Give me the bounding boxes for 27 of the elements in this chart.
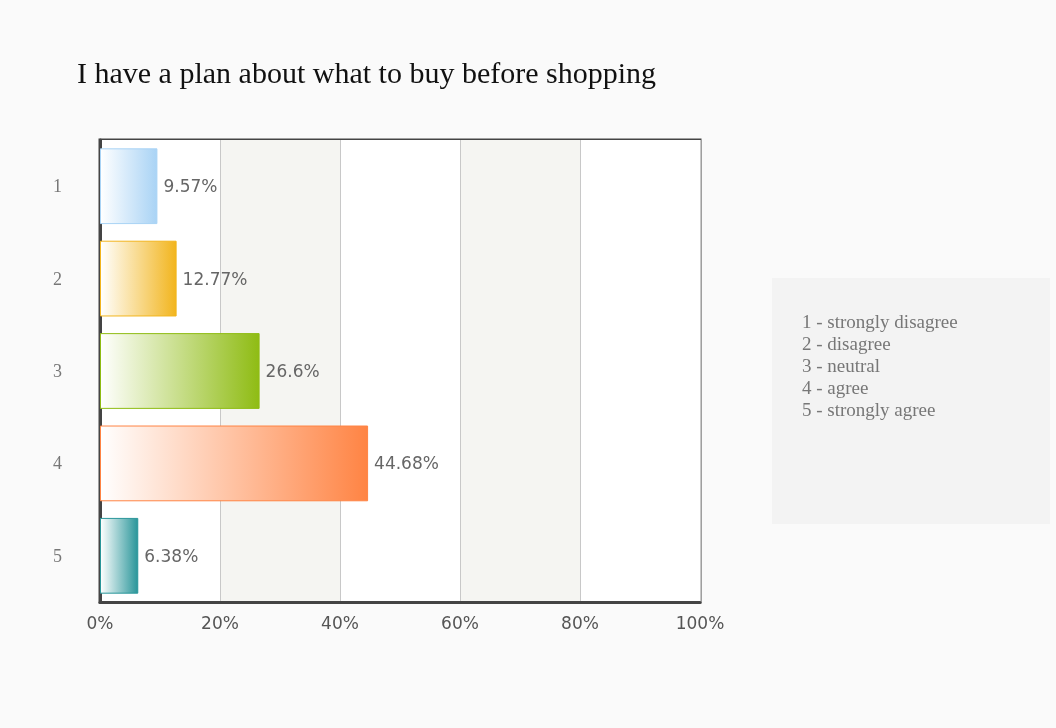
- bar: [100, 333, 260, 409]
- text: 2 - disagree: [802, 333, 891, 354]
- bar: [100, 425, 369, 502]
- x-tick-label: 40%: [321, 612, 359, 633]
- x-tick-label: 20%: [201, 612, 239, 633]
- x-tick-label: 80%: [561, 612, 599, 633]
- data-label: 44.68%: [374, 453, 439, 474]
- text: 5 - strongly agree: [802, 399, 936, 420]
- bar: [100, 148, 158, 225]
- x-tick-label: 100%: [675, 612, 725, 633]
- y-tick-label: 4: [53, 453, 62, 474]
- y-tick-label: 2: [53, 268, 62, 289]
- bar: [100, 240, 177, 317]
- chart-title: I have a plan about what to buy before shopping: [77, 55, 657, 89]
- data-label: 26.6%: [265, 361, 320, 381]
- x-tick-label: 60%: [441, 612, 479, 633]
- text: 4 - agree: [802, 377, 869, 398]
- x-tick-label: 0%: [86, 612, 114, 633]
- y-tick-label: 3: [53, 361, 62, 381]
- data-label: 9.57%: [163, 176, 218, 197]
- bar: [100, 517, 139, 594]
- y-tick-label: 1: [53, 176, 62, 197]
- text: 3 - neutral: [802, 355, 881, 376]
- data-label: 12.77%: [182, 268, 248, 289]
- data-label: 6.38%: [144, 545, 199, 566]
- text: 1 - strongly disagree: [802, 311, 958, 332]
- y-tick-label: 5: [53, 545, 62, 566]
